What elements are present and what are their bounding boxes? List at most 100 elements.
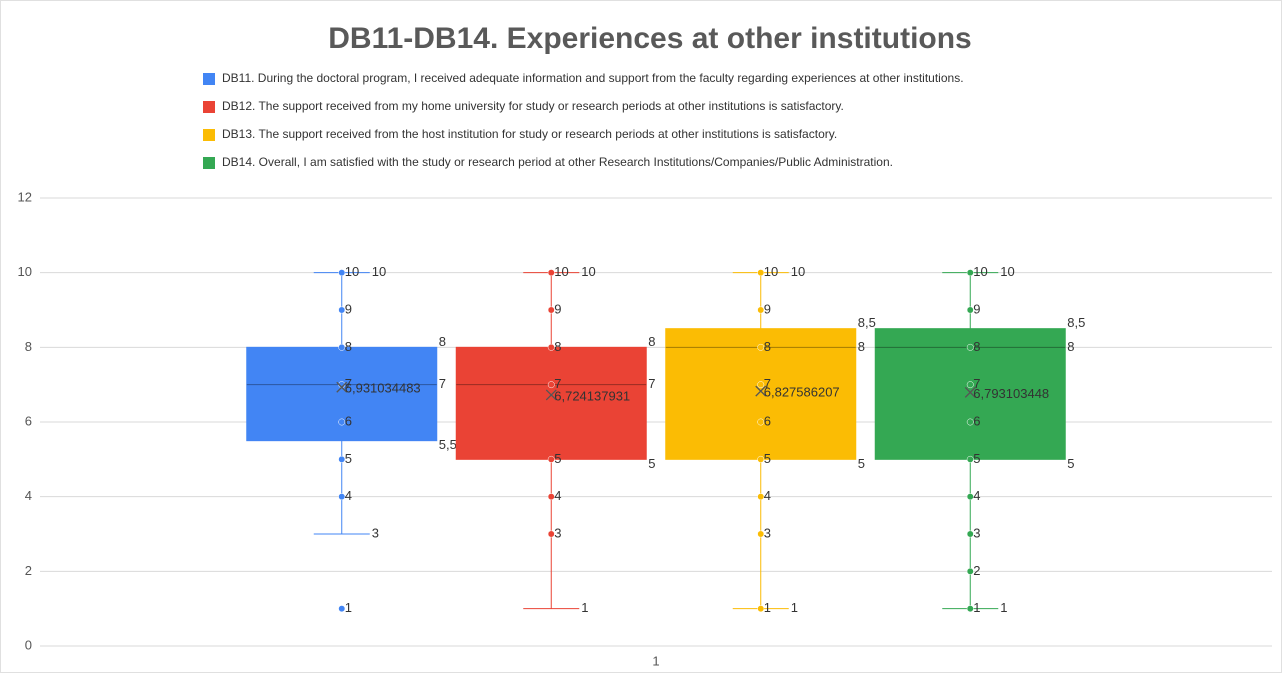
y-tick-label: 8 <box>25 339 32 354</box>
data-point <box>338 605 346 613</box>
data-point <box>547 269 555 277</box>
data-label: 5,5 <box>439 437 457 452</box>
point-label: 3 <box>554 525 561 540</box>
point-label: 1 <box>764 600 771 615</box>
data-point <box>757 269 765 277</box>
data-label: 5 <box>858 456 865 471</box>
data-label: 8 <box>1067 339 1074 354</box>
data-point <box>966 530 974 538</box>
point-label: 6 <box>973 413 980 428</box>
data-point <box>966 418 974 426</box>
data-point <box>757 605 765 613</box>
data-point <box>338 418 346 426</box>
mean-marker <box>755 385 767 397</box>
point-label: 1 <box>345 600 352 615</box>
data-point <box>547 455 555 463</box>
data-label: 1 <box>581 600 588 615</box>
x-tick-label: 1 <box>652 653 659 668</box>
point-label: 8 <box>764 339 771 354</box>
data-label: 6,931034483 <box>345 381 421 396</box>
data-label: 6,724137931 <box>554 388 630 403</box>
data-point <box>547 381 555 389</box>
data-point <box>757 493 765 501</box>
data-label: 7 <box>648 376 655 391</box>
data-label: 5 <box>1067 456 1074 471</box>
point-label: 8 <box>554 339 561 354</box>
y-tick-label: 6 <box>25 413 32 428</box>
data-point <box>757 381 765 389</box>
data-point <box>966 343 974 351</box>
data-label: 8 <box>858 339 865 354</box>
data-label: 10 <box>372 264 386 279</box>
point-label: 5 <box>764 451 771 466</box>
y-tick-label: 10 <box>18 264 32 279</box>
legend-swatch <box>203 101 215 113</box>
data-point <box>338 269 346 277</box>
data-point <box>757 343 765 351</box>
data-point <box>547 530 555 538</box>
data-point <box>966 269 974 277</box>
data-label: 3 <box>372 525 379 540</box>
data-label: 6,793103448 <box>973 386 1049 401</box>
point-label: 4 <box>973 488 980 503</box>
box <box>455 346 647 460</box>
data-point <box>338 455 346 463</box>
point-label: 9 <box>345 301 352 316</box>
data-point <box>547 306 555 314</box>
legend-swatch <box>203 129 215 141</box>
data-label: 10 <box>581 264 595 279</box>
point-label: 6 <box>764 413 771 428</box>
mean-marker <box>336 381 348 393</box>
legend-label: DB11. During the doctoral program, I rec… <box>222 71 964 85</box>
point-label: 9 <box>973 301 980 316</box>
point-label: 8 <box>345 339 352 354</box>
point-label: 3 <box>973 525 980 540</box>
data-label: 6,827586207 <box>764 385 840 400</box>
legend-swatch <box>203 73 215 85</box>
data-label: 8 <box>439 334 446 349</box>
data-label: 5 <box>648 456 655 471</box>
data-point <box>757 418 765 426</box>
data-label: 1 <box>791 600 798 615</box>
data-label: 1 <box>1000 600 1007 615</box>
point-label: 6 <box>345 413 352 428</box>
point-label: 7 <box>973 376 980 391</box>
data-label: 10 <box>1000 264 1014 279</box>
data-point <box>966 455 974 463</box>
point-label: 2 <box>973 563 980 578</box>
data-point <box>757 455 765 463</box>
point-label: 4 <box>764 488 771 503</box>
mean-marker <box>964 386 976 398</box>
point-label: 4 <box>554 488 561 503</box>
point-label: 3 <box>764 525 771 540</box>
data-label: 10 <box>791 264 805 279</box>
chart-title: DB11-DB14. Experiences at other institut… <box>328 22 972 55</box>
point-label: 9 <box>554 301 561 316</box>
data-point <box>966 381 974 389</box>
legend-label: DB13. The support received from the host… <box>222 127 837 141</box>
data-point <box>338 343 346 351</box>
data-point <box>547 343 555 351</box>
data-label: 8,5 <box>858 315 876 330</box>
data-point <box>757 306 765 314</box>
point-label: 5 <box>345 451 352 466</box>
data-point <box>338 493 346 501</box>
data-point <box>966 306 974 314</box>
y-tick-label: 4 <box>25 488 32 503</box>
point-label: 9 <box>764 301 771 316</box>
legend-label: DB14. Overall, I am satisfied with the s… <box>222 155 893 169</box>
mean-marker <box>545 389 557 401</box>
point-label: 10 <box>973 264 987 279</box>
point-label: 1 <box>973 600 980 615</box>
point-label: 5 <box>973 451 980 466</box>
point-label: 10 <box>764 264 778 279</box>
data-label: 8 <box>648 334 655 349</box>
y-tick-label: 0 <box>25 637 32 652</box>
data-label: 7 <box>439 376 446 391</box>
point-label: 7 <box>345 376 352 391</box>
data-point <box>966 493 974 501</box>
data-point <box>966 567 974 575</box>
data-point <box>547 493 555 501</box>
point-label: 8 <box>973 339 980 354</box>
